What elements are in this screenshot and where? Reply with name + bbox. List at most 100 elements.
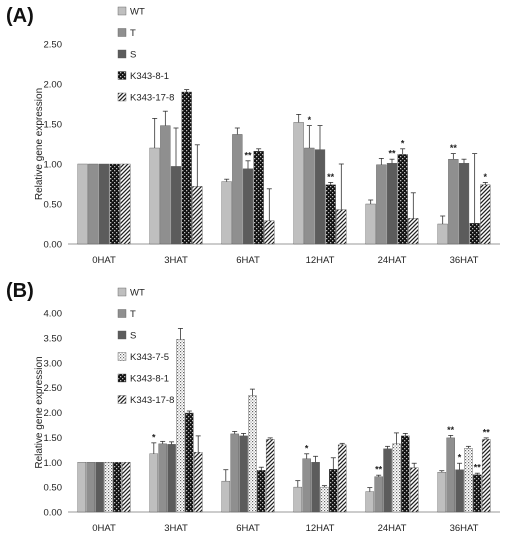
y-tick-label: 1.00 <box>44 160 63 171</box>
bar <box>383 448 392 513</box>
bar <box>120 163 131 245</box>
legend-label: S <box>130 331 136 342</box>
legend-label: WT <box>130 288 145 299</box>
bar <box>257 470 266 513</box>
x-tick-label: 24HAT <box>378 523 407 534</box>
bar <box>265 439 275 513</box>
bar <box>446 437 455 513</box>
bar <box>329 469 338 513</box>
y-tick-label: 2.50 <box>44 40 63 51</box>
legend-swatch <box>117 6 127 16</box>
y-tick-label: 0.00 <box>44 240 63 251</box>
x-tick-label: 6HAT <box>236 523 260 534</box>
bar <box>176 339 185 513</box>
bar <box>221 480 231 513</box>
bar <box>242 168 254 245</box>
bar <box>160 125 171 245</box>
bar <box>458 162 470 245</box>
y-tick-label: 2.00 <box>44 80 63 91</box>
bar <box>239 435 248 513</box>
bar <box>230 433 239 513</box>
bar <box>337 444 347 513</box>
bar <box>293 122 304 245</box>
bar <box>86 462 95 513</box>
significance-label: ** <box>474 463 482 473</box>
significance-label: * <box>308 115 312 125</box>
significance-label: * <box>401 138 405 148</box>
legend-swatch <box>117 71 127 80</box>
bar <box>325 184 336 245</box>
bar <box>304 147 315 245</box>
bar <box>149 453 159 513</box>
x-tick-label: 0HAT <box>92 523 116 534</box>
x-tick-label: 12HAT <box>306 255 335 266</box>
bar <box>149 147 160 245</box>
bar <box>464 448 473 513</box>
bar <box>336 209 347 245</box>
x-tick-label: 12HAT <box>306 523 335 534</box>
legend-swatch <box>117 287 127 297</box>
bar <box>98 163 110 245</box>
bar <box>192 186 203 245</box>
bar <box>221 181 232 245</box>
bar <box>437 223 448 245</box>
legend-label: K343-8-1 <box>130 374 169 385</box>
panel-label: (B) <box>6 280 34 302</box>
legend-swatch <box>117 373 127 383</box>
bar <box>95 462 104 513</box>
bar <box>121 462 131 513</box>
legend-swatch <box>117 92 127 102</box>
x-tick-label: 6HAT <box>236 255 260 266</box>
bar <box>481 439 491 513</box>
bar <box>253 150 264 245</box>
bar <box>302 458 311 513</box>
bar <box>167 444 176 513</box>
significance-label: ** <box>388 149 396 159</box>
bar <box>170 166 182 245</box>
bar <box>320 486 329 513</box>
significance-label: * <box>152 432 156 442</box>
bar <box>77 163 88 245</box>
bar <box>455 469 464 513</box>
significance-label: ** <box>375 465 383 475</box>
bar <box>365 203 376 245</box>
y-tick-label: 0.50 <box>44 200 63 211</box>
bar <box>232 134 243 245</box>
legend-swatch <box>117 352 127 361</box>
bar <box>88 163 99 245</box>
legend-label: K343-7-5 <box>130 352 169 363</box>
legend-swatch <box>117 49 127 59</box>
significance-label: * <box>484 172 488 182</box>
x-tick-label: 3HAT <box>164 255 188 266</box>
y-tick-label: 1.50 <box>44 433 63 444</box>
significance-label: * <box>305 443 309 453</box>
x-tick-label: 36HAT <box>450 523 479 534</box>
y-tick-label: 4.00 <box>44 309 63 320</box>
bar <box>293 486 303 513</box>
y-axis-label: Relative gene expression <box>34 356 45 468</box>
panel-label: (A) <box>6 5 34 27</box>
bar <box>437 472 447 513</box>
bar <box>113 462 122 513</box>
y-tick-label: 1.00 <box>44 458 63 469</box>
panel-a-chart: (A) 0.00 0.50 1.00 1.50 2.00 2.50 Relative gene… <box>6 5 500 266</box>
x-tick-label: 36HAT <box>450 255 479 266</box>
panel-b-chart: (B) 0.00 0.50 1.00 1.50 2.00 2.50 3.00 3.50 4.00 R… <box>6 280 500 534</box>
bar <box>376 164 387 245</box>
y-tick-label: 0.50 <box>44 483 63 494</box>
significance-label: ** <box>244 150 252 160</box>
bar <box>386 162 398 245</box>
bar <box>248 395 257 513</box>
legend-swatch <box>117 309 127 318</box>
legend-label: T <box>130 309 136 320</box>
significance-label: ** <box>447 425 455 435</box>
bar <box>311 462 320 513</box>
x-tick-label: 3HAT <box>164 523 188 534</box>
bar <box>77 462 87 513</box>
legend-swatch <box>117 330 127 340</box>
bar <box>158 443 167 513</box>
legend-label: WT <box>130 7 145 18</box>
bar <box>181 91 192 245</box>
bar <box>448 158 459 245</box>
